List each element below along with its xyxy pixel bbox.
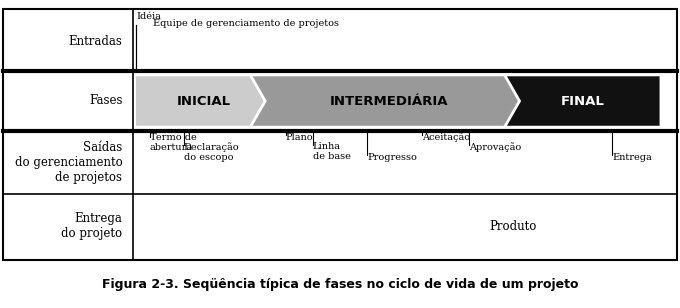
Text: INTERMEDIÁRIA: INTERMEDIÁRIA bbox=[329, 95, 448, 107]
Text: Entrega: Entrega bbox=[612, 153, 651, 162]
Text: Entrega
do projeto: Entrega do projeto bbox=[61, 213, 122, 241]
Text: Aceitação: Aceitação bbox=[422, 133, 470, 142]
Polygon shape bbox=[135, 75, 279, 127]
Polygon shape bbox=[250, 75, 533, 127]
Text: Plano: Plano bbox=[286, 133, 313, 142]
Text: INICIAL: INICIAL bbox=[177, 95, 231, 107]
Text: Progresso: Progresso bbox=[367, 153, 417, 162]
Text: Entradas: Entradas bbox=[69, 35, 122, 48]
Polygon shape bbox=[505, 75, 661, 127]
Text: Declaração
do escopo: Declaração do escopo bbox=[184, 142, 239, 162]
Text: Produto: Produto bbox=[490, 220, 537, 233]
Text: Figura 2-3. Seqüência típica de fases no ciclo de vida de um projeto: Figura 2-3. Seqüência típica de fases no… bbox=[102, 278, 578, 291]
Text: FINAL: FINAL bbox=[561, 95, 605, 107]
Text: Equipe de gerenciamento de projetos: Equipe de gerenciamento de projetos bbox=[153, 19, 339, 28]
Text: Saídas
do gerenciamento
de projetos: Saídas do gerenciamento de projetos bbox=[15, 141, 122, 184]
Text: Fases: Fases bbox=[89, 94, 122, 107]
Text: Idéia: Idéia bbox=[136, 12, 161, 22]
Text: Aprovação: Aprovação bbox=[469, 142, 522, 152]
Text: Linha
de base: Linha de base bbox=[313, 142, 351, 161]
Text: Termo de
abertura: Termo de abertura bbox=[150, 133, 197, 152]
